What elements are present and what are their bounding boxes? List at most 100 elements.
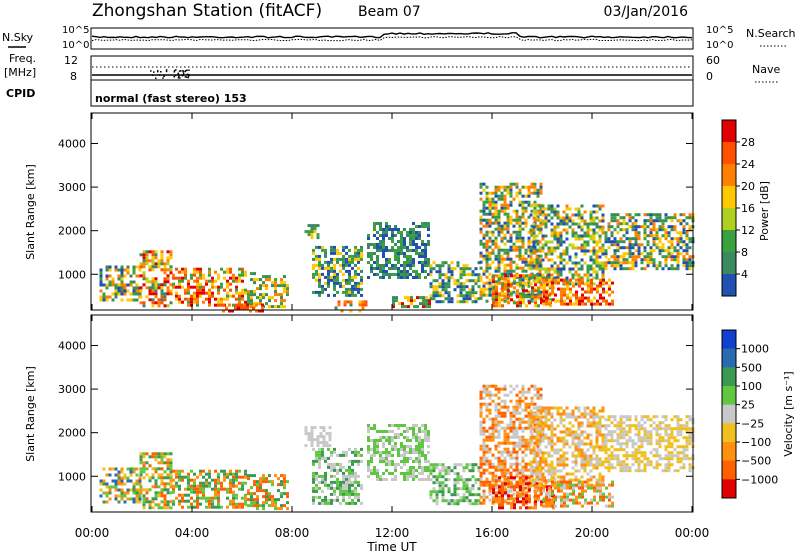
heatmap-cell [527, 447, 531, 451]
heatmap-cell [120, 289, 124, 293]
heatmap-cell [382, 237, 385, 240]
heatmap-cell [379, 243, 382, 246]
heatmap-cell [421, 267, 424, 270]
heatmap-cell [586, 234, 590, 238]
nave-dip-dot [181, 74, 184, 77]
heatmap-cell [421, 469, 424, 472]
heatmap-cell [485, 429, 489, 433]
heatmap-cell [566, 480, 569, 484]
heatmap-cell [488, 411, 492, 415]
heatmap-cell [238, 475, 241, 479]
heatmap-cell [222, 303, 225, 307]
heatmap-cell [601, 216, 605, 220]
heatmap-cell [376, 222, 379, 225]
heatmap-cell [562, 460, 566, 464]
heatmap-cell [410, 299, 413, 303]
heatmap-cell [640, 243, 644, 247]
heatmap-cell [538, 204, 542, 208]
heatmap-cell [123, 274, 127, 278]
heatmap-cell [613, 454, 617, 458]
heatmap-cell [438, 294, 442, 298]
heatmap-cell [163, 262, 167, 266]
heatmap-cell [535, 255, 539, 259]
heatmap-cell [409, 448, 412, 451]
heatmap-cell [151, 253, 155, 257]
heatmap-cell [379, 225, 382, 228]
heatmap-cell [580, 237, 584, 241]
heatmap-cell [412, 261, 415, 264]
heatmap-cell [556, 457, 560, 461]
heatmap-cell [418, 445, 421, 448]
heatmap-cell [304, 426, 308, 430]
heatmap-cell [607, 430, 611, 434]
heatmap-cell [427, 475, 430, 478]
heatmap-cell [160, 476, 164, 480]
heatmap-cell [244, 496, 247, 500]
heatmap-cell [491, 429, 495, 433]
heatmap-cell [135, 497, 139, 501]
heatmap-cell [500, 411, 504, 415]
heatmap-cell [509, 272, 513, 276]
heatmap-cell [391, 430, 394, 433]
heatmap-cell [406, 457, 409, 460]
heatmap-cell [382, 240, 385, 243]
heatmap-cell [336, 248, 339, 252]
heatmap-cell [163, 488, 167, 492]
heatmap-cell [553, 472, 557, 476]
heatmap-cell [462, 469, 466, 473]
heatmap-cell [333, 245, 336, 249]
heatmap-cell [688, 228, 692, 232]
heatmap-cell [385, 273, 388, 276]
heatmap-cell [336, 275, 339, 279]
heatmap-cell [580, 460, 584, 464]
heatmap-cell [559, 231, 563, 235]
heatmap-cell [385, 264, 388, 267]
heatmap-cell [604, 433, 608, 437]
heatmap-cell [521, 245, 525, 249]
heatmap-cell [265, 287, 268, 291]
heatmap-cell [139, 485, 143, 489]
heatmap-cell [542, 489, 545, 493]
heatmap-cell [535, 210, 539, 214]
heatmap-cell [253, 278, 256, 282]
heatmap-cell [524, 218, 528, 222]
heatmap-cell [577, 427, 581, 431]
heatmap-cell [315, 483, 318, 487]
heatmap-cell [527, 215, 531, 219]
heatmap-cell [373, 222, 376, 225]
heatmap-cell [482, 480, 486, 484]
heatmap-cell [327, 269, 330, 273]
heatmap-cell [357, 453, 360, 457]
heatmap-cell [688, 258, 692, 262]
heatmap-cell [453, 472, 457, 476]
heatmap-cell [679, 234, 683, 238]
heatmap-cell [580, 213, 584, 217]
heatmap-cell [524, 441, 528, 445]
heatmap-cell [670, 216, 674, 220]
heatmap-cell [589, 258, 593, 262]
heatmap-cell [403, 246, 406, 249]
heatmap-cell [208, 496, 211, 500]
heatmap-cell [258, 309, 261, 313]
heatmap-cell [509, 471, 513, 475]
heatmap-cell [530, 402, 534, 406]
heatmap-cell [580, 246, 584, 250]
heatmap-cell [459, 276, 463, 280]
heatmap-cell [211, 499, 214, 503]
heatmap-cell [214, 496, 217, 500]
heatmap-cell [348, 278, 351, 282]
heatmap-cell [485, 251, 489, 255]
heatmap-cell [580, 225, 584, 229]
heatmap-cell [556, 204, 560, 208]
heatmap-cell [571, 430, 575, 434]
heatmap-cell [211, 496, 214, 500]
heatmap-cell [515, 441, 519, 445]
heatmap-cell [524, 462, 528, 466]
heatmap-cell [477, 261, 481, 265]
heatmap-cell [129, 497, 133, 501]
heatmap-cell [151, 289, 155, 293]
heatmap-cell [120, 283, 124, 287]
heatmap-cell [187, 285, 190, 289]
heatmap-cell [541, 436, 545, 440]
heatmap-cell [268, 498, 271, 502]
